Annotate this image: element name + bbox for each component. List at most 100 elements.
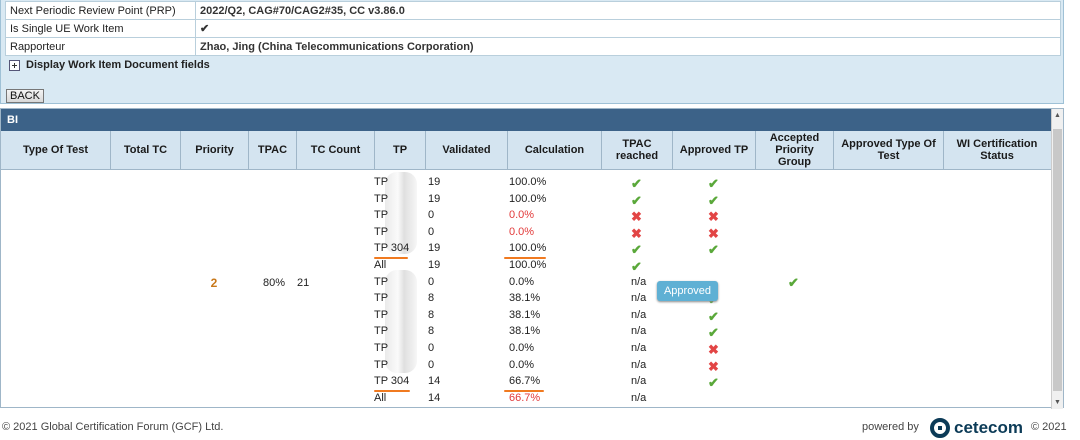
validated-cell: 8 bbox=[428, 325, 435, 338]
footer-year: © 2021 bbox=[1031, 421, 1067, 433]
validated-cell: 19 bbox=[428, 176, 441, 188]
col-tpac[interactable]: TPAC bbox=[249, 131, 297, 169]
display-document-fields-toggle[interactable]: Display Work Item Document fields bbox=[1, 56, 1063, 74]
grid-body: TP 19 100.0% ✔ ✔ TP 19 100.0% ✔ ✔ TP 0 0.0% ✖ ✖ TP 0 0.0%… bbox=[1, 170, 1063, 407]
redacted-blur bbox=[385, 270, 417, 373]
approved-cross-icon: ✖ bbox=[708, 342, 719, 357]
validated-cell: 0 bbox=[428, 358, 435, 371]
back-button[interactable]: BACK bbox=[6, 89, 44, 103]
tp-cell: All bbox=[374, 391, 387, 404]
calculation-cell: 0.0% bbox=[509, 225, 535, 238]
highlight-underline bbox=[504, 257, 546, 259]
tp-cell: TP bbox=[374, 225, 389, 238]
tpac-check-icon: ✔ bbox=[631, 176, 642, 191]
priority-badge: 2 bbox=[210, 276, 218, 290]
approved-check-icon: ✔ bbox=[708, 325, 719, 341]
approved-cross-icon: ✖ bbox=[708, 358, 719, 374]
col-total-tc[interactable]: Total TC bbox=[111, 131, 181, 169]
vertical-scrollbar[interactable]: ▲ ▼ bbox=[1051, 109, 1063, 409]
calculation-cell: 66.7% bbox=[509, 391, 541, 404]
tp-cell: TP bbox=[374, 342, 389, 354]
tpac-value: 80% bbox=[263, 277, 286, 289]
tp-cell: TP bbox=[374, 358, 389, 371]
calculation-cell: 0.0% bbox=[509, 209, 535, 222]
table-row: TP 19 100.0% ✔ ✔ bbox=[1, 174, 1051, 191]
tp-cell: TP 304 bbox=[374, 242, 410, 255]
info-value: 2022/Q2, CAG#70/CAG2#35, CC v3.86.0 bbox=[195, 1, 1061, 20]
col-tpac-reached[interactable]: TPAC reached bbox=[602, 131, 673, 169]
expand-label[interactable]: Display Work Item Document fields bbox=[26, 59, 210, 71]
validated-cell: 8 bbox=[428, 292, 435, 305]
approved-check-icon: ✔ bbox=[708, 308, 719, 324]
scroll-down-icon[interactable]: ▼ bbox=[1054, 399, 1061, 406]
brand-name: cetecom bbox=[954, 418, 1023, 437]
cetecom-logo[interactable]: cetecom bbox=[930, 418, 1023, 438]
tpac-na: n/a bbox=[631, 391, 647, 404]
approved-check-icon: ✔ bbox=[708, 375, 719, 391]
approved-check-icon: ✔ bbox=[708, 192, 719, 208]
calculation-cell: 100.0% bbox=[509, 192, 547, 205]
tpac-na: n/a bbox=[631, 275, 647, 288]
col-approved-type-of-test[interactable]: Approved Type Of Test bbox=[834, 131, 944, 169]
table-row: All 19 100.0% ✔ bbox=[1, 257, 1051, 274]
validated-cell: 14 bbox=[428, 391, 441, 404]
footer-powered-by: powered by bbox=[862, 421, 919, 433]
scroll-up-icon[interactable]: ▲ bbox=[1054, 112, 1061, 119]
info-key: Next Periodic Review Point (PRP) bbox=[5, 1, 196, 20]
calculation-cell: 38.1% bbox=[509, 292, 541, 305]
validated-cell: 19 bbox=[428, 192, 441, 205]
tpac-na: n/a bbox=[631, 358, 647, 371]
check-icon: ✔ bbox=[195, 19, 1061, 38]
calculation-cell: 0.0% bbox=[509, 358, 535, 371]
tpac-check-icon: ✔ bbox=[631, 192, 642, 208]
tp-cell: TP bbox=[374, 176, 389, 188]
info-row-single-ue: Is Single UE Work Item ✔ bbox=[5, 19, 1061, 38]
validated-cell: 14 bbox=[428, 375, 441, 388]
col-validated[interactable]: Validated bbox=[426, 131, 508, 169]
info-row-prp: Next Periodic Review Point (PRP) 2022/Q2… bbox=[5, 1, 1061, 20]
calculation-cell: 100.0% bbox=[509, 259, 547, 271]
tp-cell: All bbox=[374, 259, 387, 271]
table-row: TP 0 0.0% ✖ ✖ bbox=[1, 224, 1051, 241]
table-row: TP 0 0.0% ✖ ✖ bbox=[1, 207, 1051, 224]
tp-cell: TP bbox=[374, 292, 389, 305]
col-type-of-test[interactable]: Type Of Test bbox=[1, 131, 111, 169]
highlight-underline bbox=[374, 257, 408, 259]
approved-check-icon: ✔ bbox=[708, 176, 719, 191]
info-key: Is Single UE Work Item bbox=[5, 19, 196, 38]
approved-cross-icon: ✖ bbox=[708, 225, 719, 241]
results-grid: BI Type Of Test Total TC Priority TPAC T… bbox=[0, 108, 1064, 409]
tpac-na: n/a bbox=[631, 308, 647, 321]
expand-plus-icon[interactable] bbox=[9, 59, 20, 71]
highlight-underline bbox=[374, 390, 410, 392]
table-row: All 14 66.7% n/a bbox=[1, 390, 1051, 407]
validated-cell: 8 bbox=[428, 308, 435, 321]
footer-copyright: © 2021 Global Certification Forum (GCF) … bbox=[2, 421, 224, 433]
tpac-check-icon: ✔ bbox=[631, 259, 642, 274]
work-item-info-panel: Next Periodic Review Point (PRP) 2022/Q2… bbox=[0, 0, 1064, 104]
tp-cell: TP 304 bbox=[374, 375, 410, 388]
col-tp[interactable]: TP bbox=[375, 131, 426, 169]
cetecom-logo-icon bbox=[930, 418, 950, 438]
col-accepted-priority-group[interactable]: Accepted Priority Group bbox=[756, 131, 834, 169]
col-wi-cert-status[interactable]: WI Certification Status bbox=[956, 138, 1038, 162]
validated-cell: 0 bbox=[428, 225, 435, 238]
col-tc-count[interactable]: TC Count bbox=[297, 131, 375, 169]
col-priority[interactable]: Priority bbox=[181, 131, 249, 169]
scroll-thumb[interactable] bbox=[1053, 129, 1062, 391]
col-approved-tp[interactable]: Approved TP bbox=[673, 131, 756, 169]
validated-cell: 0 bbox=[428, 209, 435, 222]
table-row: TP 19 100.0% ✔ ✔ bbox=[1, 191, 1051, 208]
table-row: TP 0 0.0% n/a ✖ bbox=[1, 357, 1051, 374]
info-value: Zhao, Jing (China Telecommunications Cor… bbox=[195, 37, 1061, 56]
tp-cell: TP bbox=[374, 325, 389, 338]
calculation-cell: 0.0% bbox=[509, 342, 535, 354]
tp-cell: TP bbox=[374, 308, 389, 321]
col-calculation[interactable]: Calculation bbox=[508, 131, 602, 169]
calculation-cell: 100.0% bbox=[509, 176, 547, 188]
calculation-cell: 100.0% bbox=[509, 242, 547, 255]
validated-cell: 19 bbox=[428, 259, 441, 271]
